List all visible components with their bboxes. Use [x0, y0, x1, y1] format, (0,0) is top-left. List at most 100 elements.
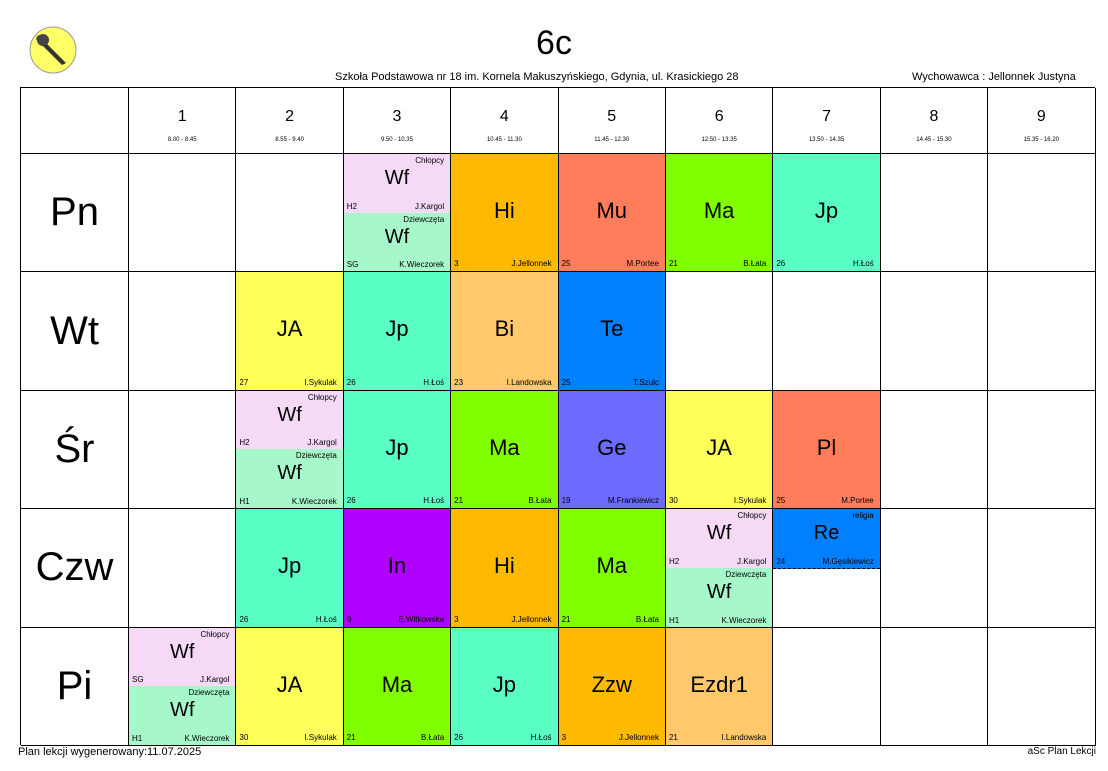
timetable-cell[interactable]: [880, 272, 989, 391]
lesson-block[interactable]: Bi 23 I.Landowska: [451, 272, 558, 390]
lesson-block[interactable]: Te 25 T.Szulc: [558, 272, 665, 390]
lesson-block[interactable]: Jp 26 H.Łoś: [773, 154, 880, 272]
timetable-cell[interactable]: JA 30 I.Sykulak: [236, 627, 344, 746]
lesson-block[interactable]: Ma 21 B.Łata: [665, 154, 773, 272]
lesson-block[interactable]: Jp 26 H.Łoś: [343, 390, 451, 509]
timetable-cell[interactable]: [988, 509, 1096, 628]
timetable-cell[interactable]: [880, 509, 989, 628]
timetable-cell[interactable]: [988, 627, 1096, 746]
lesson-bottom-group[interactable]: Dziewczęta Wf H1 K.Wieczorek: [129, 686, 236, 745]
timetable-cell[interactable]: Jp 26 H.Łoś: [343, 272, 452, 391]
lesson-top-group[interactable]: Chłopcy Wf H2 J.Kargol: [343, 154, 451, 214]
room-label: 25: [561, 377, 571, 387]
timetable-cell[interactable]: [129, 272, 237, 391]
timetable-cell[interactable]: Hi 3 J.Jellonnek: [451, 154, 559, 273]
room-label: SG: [346, 260, 359, 270]
subject-label: Mu: [596, 198, 628, 223]
timetable-cell[interactable]: [129, 509, 237, 628]
lesson-top-group[interactable]: Chłopcy Wf H2 J.Kargol: [665, 509, 773, 569]
lesson-block[interactable]: Hi 3 J.Jellonnek: [451, 509, 558, 627]
timetable-cell[interactable]: Hi 3 J.Jellonnek: [451, 509, 559, 628]
room-label: 21: [668, 732, 678, 742]
room-label: 23: [454, 377, 464, 387]
timetable-cell[interactable]: Zzw 3 J.Jellonnek: [558, 627, 666, 746]
lesson-bottom-group[interactable]: Dziewczęta Wf SG K.Wieczorek: [343, 212, 451, 272]
timetable-cell[interactable]: [773, 272, 881, 391]
lesson-bottom-group[interactable]: Dziewczęta Wf H1 K.Wieczorek: [236, 449, 343, 509]
timetable-cell[interactable]: Ma 21 B.Łata: [665, 154, 774, 273]
timetable-cell[interactable]: Ezdr1 21 I.Landowska: [665, 627, 774, 746]
teacher-label: T.Szulc: [633, 377, 659, 387]
lesson-top-group[interactable]: religia Re 24 M.Gęsikiewicz: [773, 509, 880, 569]
lesson-bottom-group[interactable]: Dziewczęta Wf H1 K.Wieczorek: [665, 567, 773, 627]
timetable-cell[interactable]: Chłopcy Wf SG J.Kargol Dziewczęta Wf H1 K.Wiecz…: [129, 627, 237, 746]
timetable-cell[interactable]: [880, 154, 989, 273]
lesson-block[interactable]: Mu 25 M.Portee: [558, 154, 665, 272]
timetable-cell[interactable]: Chłopcy Wf H2 J.Kargol Dziewczęta Wf H1 K.Wiecz…: [236, 390, 344, 510]
lesson-top-group[interactable]: Chłopcy Wf SG J.Kargol: [129, 627, 236, 688]
timetable-cell[interactable]: Chłopcy Wf H2 J.Kargol Dziewczęta Wf SG K.Wiecz…: [343, 154, 452, 273]
lesson-block[interactable]: Hi 3 J.Jellonnek: [451, 154, 558, 272]
lesson-block[interactable]: Ge 19 M.Frankiewicz: [558, 390, 665, 509]
lesson-block[interactable]: JA 27 I.Sykulak: [236, 272, 343, 390]
timetable-cell[interactable]: [880, 627, 989, 746]
subject-label: JA: [706, 434, 732, 460]
subject-label: Jp: [814, 198, 839, 223]
timetable-cell[interactable]: Jp 26 H.Łoś: [451, 627, 559, 746]
lesson-block[interactable]: Ma 21 B.Łata: [558, 509, 665, 627]
class-tutor: Wychowawca : Jellonnek Justyna: [912, 71, 1076, 83]
timetable-cell[interactable]: Jp 26 H.Łoś: [773, 154, 881, 273]
timetable-cell[interactable]: [988, 390, 1096, 510]
timetable-cell[interactable]: JA 27 I.Sykulak: [236, 272, 344, 391]
teacher-label: J.Kargol: [736, 556, 767, 566]
timetable-cell[interactable]: [665, 272, 774, 391]
lesson-block[interactable]: Ezdr1 21 I.Landowska: [665, 627, 773, 745]
subject-label: Ma: [489, 434, 520, 460]
period-time: 8.55 - 9.40: [275, 137, 304, 143]
timetable-cell[interactable]: Jp 26 H.Łoś: [236, 509, 344, 628]
subject-label: Wf: [706, 522, 732, 545]
lesson-block[interactable]: JA 30 I.Sykulak: [236, 627, 343, 745]
timetable-cell[interactable]: [988, 154, 1096, 273]
timetable-cell[interactable]: Ma 21 B.Łata: [451, 390, 559, 510]
teacher-label: H.Łoś: [423, 377, 445, 387]
timetable-cell[interactable]: Ma 21 B.Łata: [558, 509, 666, 628]
timetable-cell[interactable]: [129, 390, 237, 510]
timetable-cell[interactable]: religia Re 24 M.Gęsikiewicz: [773, 509, 881, 628]
timetable-cell[interactable]: [988, 272, 1096, 391]
timetable-cell[interactable]: Chłopcy Wf H2 J.Kargol Dziewczęta Wf H1 K.Wiecz…: [665, 509, 774, 628]
lesson-top-group[interactable]: Chłopcy Wf H2 J.Kargol: [236, 390, 343, 451]
timetable-cell[interactable]: [129, 154, 237, 273]
subject-label: JA: [276, 671, 303, 697]
timetable-cell[interactable]: In 9 E.Witkowska: [343, 509, 452, 628]
timetable-cell[interactable]: Mu 25 M.Portee: [558, 154, 666, 273]
timetable-cell[interactable]: Pl 25 M.Portee: [773, 390, 881, 510]
timetable-cell[interactable]: [880, 390, 989, 510]
lesson-block[interactable]: Zzw 3 J.Jellonnek: [558, 627, 665, 745]
lesson-block[interactable]: Jp 26 H.Łoś: [236, 509, 343, 627]
timetable-cell[interactable]: JA 30 I.Sykulak: [665, 390, 774, 510]
period-time: 12.50 - 13.35: [701, 137, 737, 143]
lesson-block[interactable]: In 9 E.Witkowska: [343, 509, 451, 627]
school-name: Szkoła Podstawowa nr 18 im. Kornela Maku…: [335, 71, 739, 83]
timetable-cell[interactable]: Ma 21 B.Łata: [343, 627, 452, 746]
teacher-label: I.Landowska: [506, 377, 552, 387]
timetable-cell[interactable]: Ge 19 M.Frankiewicz: [558, 390, 666, 510]
group-label: religia: [852, 511, 874, 521]
room-label: 26: [346, 377, 356, 387]
period-header: 1 8.00 - 8.45: [129, 88, 237, 154]
timetable-cell[interactable]: Te 25 T.Szulc: [558, 272, 666, 391]
timetable-cell[interactable]: [236, 154, 344, 273]
subject-label: Ezdr1: [690, 671, 748, 697]
timetable-cell[interactable]: Bi 23 I.Landowska: [451, 272, 559, 391]
lesson-block[interactable]: Jp 26 H.Łoś: [343, 272, 451, 390]
lesson-block[interactable]: Ma 21 B.Łata: [343, 627, 451, 745]
teacher-label: H.Łoś: [530, 732, 552, 742]
timetable-cell[interactable]: [773, 627, 881, 746]
subject-label: Ma: [381, 671, 413, 697]
lesson-block[interactable]: Ma 21 B.Łata: [451, 390, 558, 509]
lesson-block[interactable]: Jp 26 H.Łoś: [451, 627, 558, 745]
lesson-block[interactable]: JA 30 I.Sykulak: [665, 390, 773, 509]
timetable-cell[interactable]: Jp 26 H.Łoś: [343, 390, 452, 510]
lesson-block[interactable]: Pl 25 M.Portee: [773, 390, 880, 509]
